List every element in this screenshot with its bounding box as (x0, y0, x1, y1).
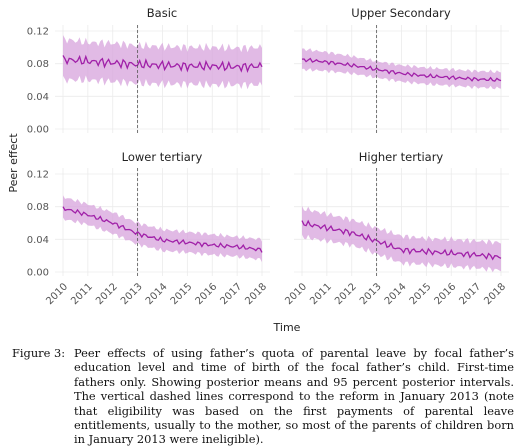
x-tick-label: 2014 (383, 281, 409, 307)
panel-upper-secondary: Upper Secondary (294, 6, 509, 133)
x-tick-label: 2013 (119, 281, 145, 307)
x-tick-label: 2016 (433, 281, 459, 307)
x-axis-label: Time (273, 321, 301, 334)
y-tick-label: 0.08 (27, 59, 49, 70)
x-tick-label: 2012 (333, 281, 359, 307)
panel-basic: Basic 0.00 0.04 0.08 0.12 (27, 6, 270, 136)
figure-chart: Peer effect Time Basic 0.000.040.080.12 … (7, 6, 509, 334)
x-tick-label: 2010 (44, 281, 70, 307)
posterior-mean-line (62, 54, 263, 73)
x-tick-label: 2015 (169, 281, 195, 307)
x-tick-label: 2010 (283, 281, 309, 307)
x-tick-label: 2017 (218, 281, 244, 307)
panel-higher-tertiary: Higher tertiary 2010 2011 2012 2013 2014 2015… (283, 150, 509, 307)
y-tick-label: 0.08 (27, 202, 49, 213)
x-tick-label: 2016 (194, 281, 220, 307)
panel-title: Basic (147, 6, 177, 20)
y-tick-label: 0.00 (27, 268, 49, 279)
x-tick-label: 2012 (94, 281, 120, 307)
panel-title: Upper Secondary (351, 6, 451, 20)
y-tick-label: 0.04 (27, 235, 49, 246)
y-axis-label: Peer effect (7, 133, 20, 193)
x-tick-label: 2013 (358, 281, 384, 307)
caption-label: Figure 3: (12, 346, 66, 360)
credible-interval-band (302, 48, 501, 90)
x-tick-label: 2017 (457, 281, 483, 307)
caption-text: Peer effects of using father’s quota of … (74, 346, 514, 447)
figure-caption: Figure 3: Peer effects of using father’s… (12, 346, 514, 447)
x-tick-label: 2015 (408, 281, 434, 307)
posterior-mean-line (301, 219, 502, 261)
y-tick-label: 0.12 (27, 27, 49, 38)
panel-title: Higher tertiary (359, 150, 444, 164)
x-tick-label: 2018 (482, 281, 508, 307)
panel-title: Lower tertiary (122, 150, 203, 164)
posterior-mean-line (301, 57, 502, 82)
posterior-mean-line (62, 206, 263, 253)
y-tick-label: 0.12 (27, 170, 49, 181)
x-tick-label: 2011 (308, 281, 334, 307)
y-tick-label: 0.04 (27, 92, 49, 103)
y-tick-label: 0.00 (27, 125, 49, 136)
credible-interval-band (302, 205, 501, 273)
x-tick-label: 2018 (243, 281, 269, 307)
x-tick-label: 2011 (69, 281, 95, 307)
x-tick-label: 2014 (144, 281, 170, 307)
